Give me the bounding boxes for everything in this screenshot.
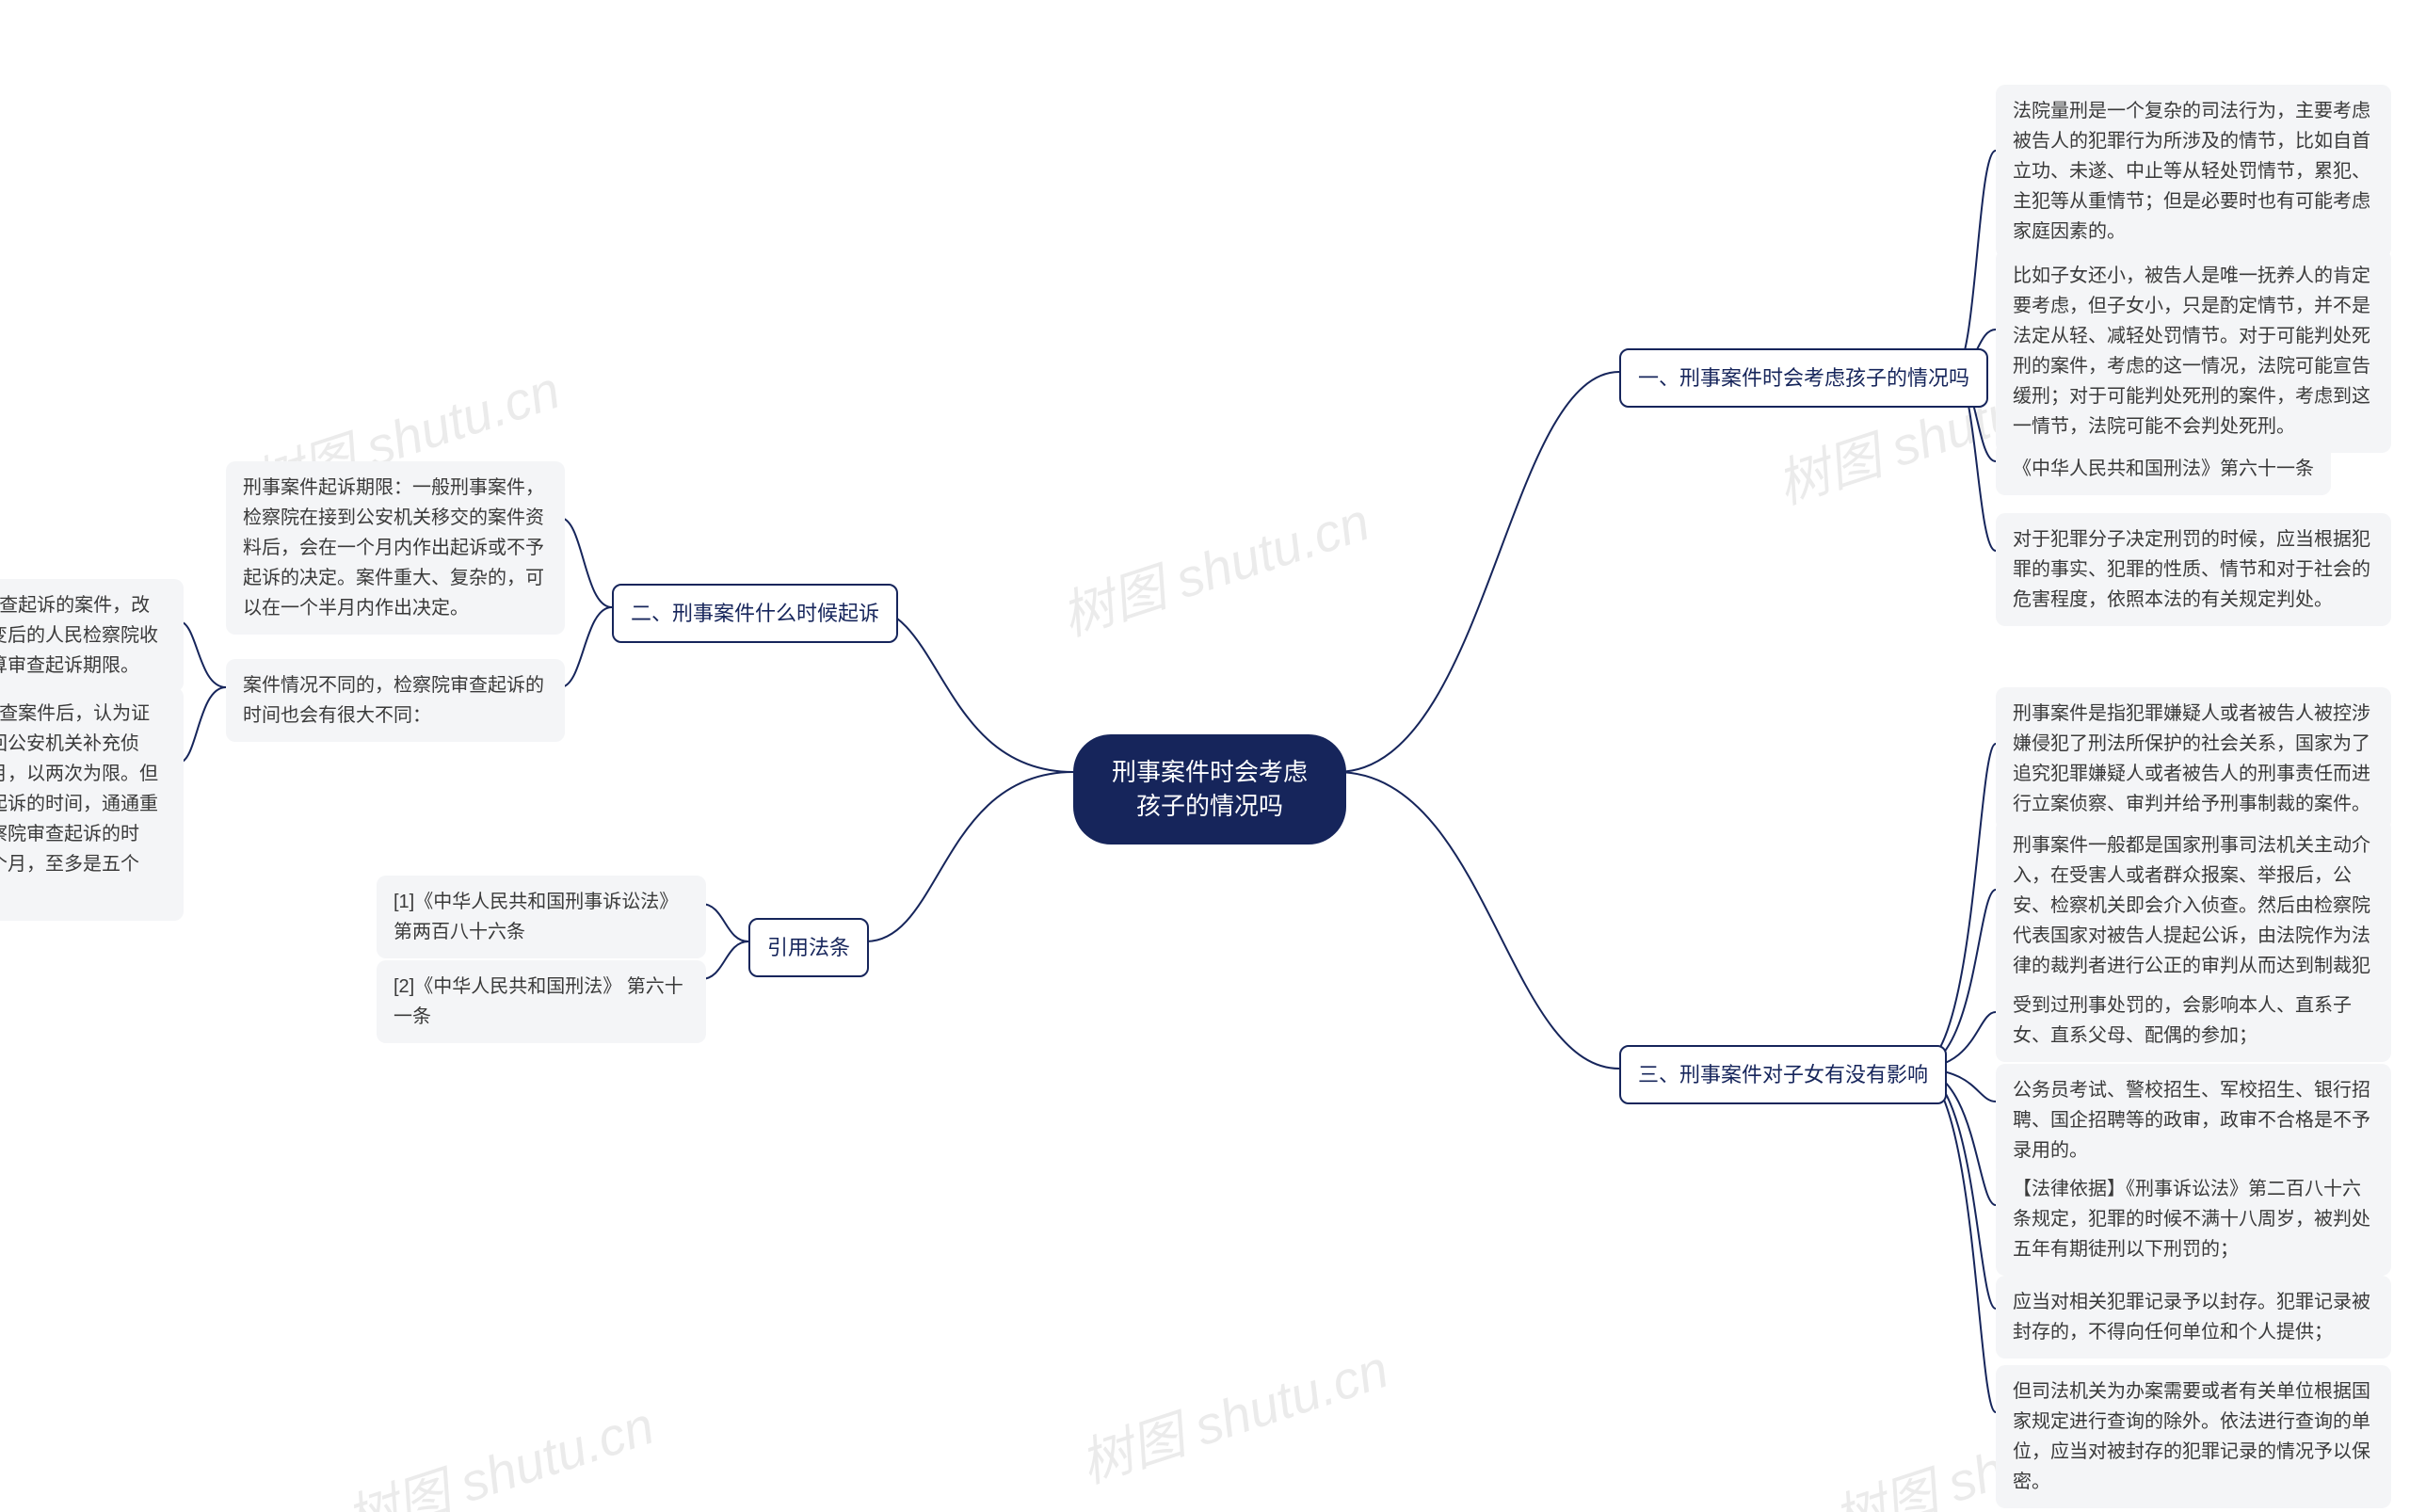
branch-label: 二、刑事案件什么时候起诉 [631,602,879,625]
leaf-text: 刑事案件起诉期限：一般刑事案件，检察院在接到公安机关移交的案件资料后，会在一个月… [243,477,544,619]
leaf-text: 案件情况不同的，检察院审查起诉的时间也会有很大不同： [243,675,544,726]
leaf-node[interactable]: 案件情况不同的，检察院审查起诉的时间也会有很大不同： [226,659,565,742]
watermark: 树图 shutu.cn [1051,480,1378,651]
branch-label: 一、刑事案件时会考虑孩子的情况吗 [1638,366,1969,390]
leaf-text: 《中华人民共和国刑法》第六十一条 [2013,458,2314,479]
branch-node-3[interactable]: 三、刑事案件对子女有没有影响 [1619,1045,1947,1104]
branch-node-4[interactable]: 引用法条 [748,918,869,977]
branch-label: 引用法条 [767,936,850,959]
leaf-node[interactable]: 刑事案件是指犯罪嫌疑人或者被告人被控涉嫌侵犯了刑法所保护的社会关系，国家为了追究… [1996,687,2391,830]
leaf-node[interactable]: 1、人民检察院审查起诉的案件，改变管辖的，从改变后的人民检察院收到案件之日起计算… [0,579,184,692]
leaf-node[interactable]: [1]《中华人民共和国刑事诉讼法》 第两百八十六条 [377,876,706,958]
leaf-node[interactable]: 【法律依据】《刑事诉讼法》第二百八十六条规定，犯罪的时候不满十八周岁，被判处五年… [1996,1163,2391,1276]
leaf-node[interactable]: 对于犯罪分子决定刑罚的时候，应当根据犯罪的事实、犯罪的性质、情节和对于社会的危害… [1996,513,2391,626]
leaf-node[interactable]: 法院量刑是一个复杂的司法行为，主要考虑被告人的犯罪行为所涉及的情节，比如自首立功… [1996,85,2391,258]
leaf-node[interactable]: 比如子女还小，被告人是唯一抚养人的肯定要考虑，但子女小，只是酌定情节，并不是法定… [1996,249,2391,453]
leaf-text: 1、人民检察院审查起诉的案件，改变管辖的，从改变后的人民检察院收到案件之日起计算… [0,595,158,676]
leaf-text: 应当对相关犯罪记录予以封存。犯罪记录被封存的，不得向任何单位和个人提供； [2013,1292,2370,1343]
leaf-text: 2、人民检察院审查案件后，认为证据不足的，可退回公安机关补充侦查，时间为一个月，… [0,703,158,905]
leaf-text: [2]《中华人民共和国刑法》 第六十一条 [394,976,683,1027]
leaf-text: 法院量刑是一个复杂的司法行为，主要考虑被告人的犯罪行为所涉及的情节，比如自首立功… [2013,101,2370,242]
leaf-text: 但司法机关为办案需要或者有关单位根据国家规定进行查询的除外。依法进行查询的单位，… [2013,1381,2370,1492]
leaf-node[interactable]: 《中华人民共和国刑法》第六十一条 [1996,442,2331,495]
leaf-text: 刑事案件是指犯罪嫌疑人或者被告人被控涉嫌侵犯了刑法所保护的社会关系，国家为了追究… [2013,703,2370,814]
leaf-text: 对于犯罪分子决定刑罚的时候，应当根据犯罪的事实、犯罪的性质、情节和对于社会的危害… [2013,529,2370,610]
leaf-node[interactable]: 公务员考试、警校招生、军校招生、银行招聘、国企招聘等的政审，政审不合格是不予录用… [1996,1064,2391,1177]
leaf-text: 【法律依据】《刑事诉讼法》第二百八十六条规定，犯罪的时候不满十八周岁，被判处五年… [2013,1179,2370,1260]
watermark: 树图 shutu.cn [335,1384,663,1512]
leaf-node[interactable]: 应当对相关犯罪记录予以封存。犯罪记录被封存的，不得向任何单位和个人提供； [1996,1276,2391,1359]
leaf-node[interactable]: 2、人民检察院审查案件后，认为证据不足的，可退回公安机关补充侦查，时间为一个月，… [0,687,184,921]
root-label: 刑事案件时会考虑孩子的情况吗 [1112,758,1308,820]
leaf-text: [1]《中华人民共和国刑事诉讼法》 第两百八十六条 [394,892,678,942]
leaf-node[interactable]: 受到过刑事处罚的，会影响本人、直系子女、直系父母、配偶的参加； [1996,979,2391,1062]
leaf-node[interactable]: 但司法机关为办案需要或者有关单位根据国家规定进行查询的除外。依法进行查询的单位，… [1996,1365,2391,1508]
leaf-text: 比如子女还小，被告人是唯一抚养人的肯定要考虑，但子女小，只是酌定情节，并不是法定… [2013,265,2370,437]
leaf-text: 受到过刑事处罚的，会影响本人、直系子女、直系父母、配偶的参加； [2013,995,2352,1046]
leaf-node[interactable]: [2]《中华人民共和国刑法》 第六十一条 [377,960,706,1043]
branch-node-1[interactable]: 一、刑事案件时会考虑孩子的情况吗 [1619,348,1988,408]
watermark: 树图 shutu.cn [1069,1327,1397,1499]
branch-label: 三、刑事案件对子女有没有影响 [1638,1063,1928,1086]
root-node[interactable]: 刑事案件时会考虑孩子的情况吗 [1073,734,1346,844]
branch-node-2[interactable]: 二、刑事案件什么时候起诉 [612,584,898,643]
leaf-text: 公务员考试、警校招生、军校招生、银行招聘、国企招聘等的政审，政审不合格是不予录用… [2013,1080,2370,1161]
leaf-node[interactable]: 刑事案件起诉期限：一般刑事案件，检察院在接到公安机关移交的案件资料后，会在一个月… [226,461,565,635]
